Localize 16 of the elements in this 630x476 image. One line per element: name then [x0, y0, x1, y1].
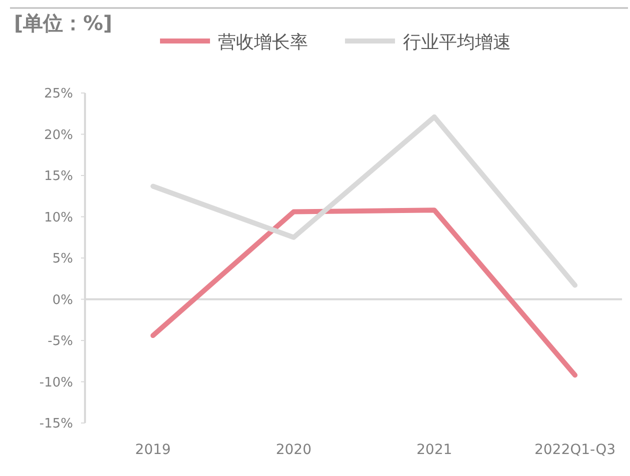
y-tick-label: -15% — [39, 416, 73, 432]
y-tick-label: -5% — [48, 334, 73, 350]
y-tick-label: 0% — [52, 292, 73, 308]
y-tick-label: 20% — [44, 128, 73, 143]
x-tick-label: 2020 — [276, 442, 312, 458]
x-tick-label: 2022Q1-Q3 — [534, 442, 616, 458]
y-tick-label: -10% — [39, 375, 73, 390]
x-tick-label: 2021 — [416, 442, 452, 458]
legend-label: 行业平均增速 — [403, 32, 511, 53]
y-tick-label: 10% — [44, 210, 73, 226]
y-tick-label: 15% — [44, 169, 73, 184]
legend-label: 营收增长率 — [218, 32, 308, 53]
chart-title: [单位：%] — [14, 11, 112, 35]
y-tick-label: 25% — [44, 86, 73, 102]
x-tick-label: 2019 — [135, 442, 171, 458]
y-tick-label: 5% — [52, 252, 73, 267]
